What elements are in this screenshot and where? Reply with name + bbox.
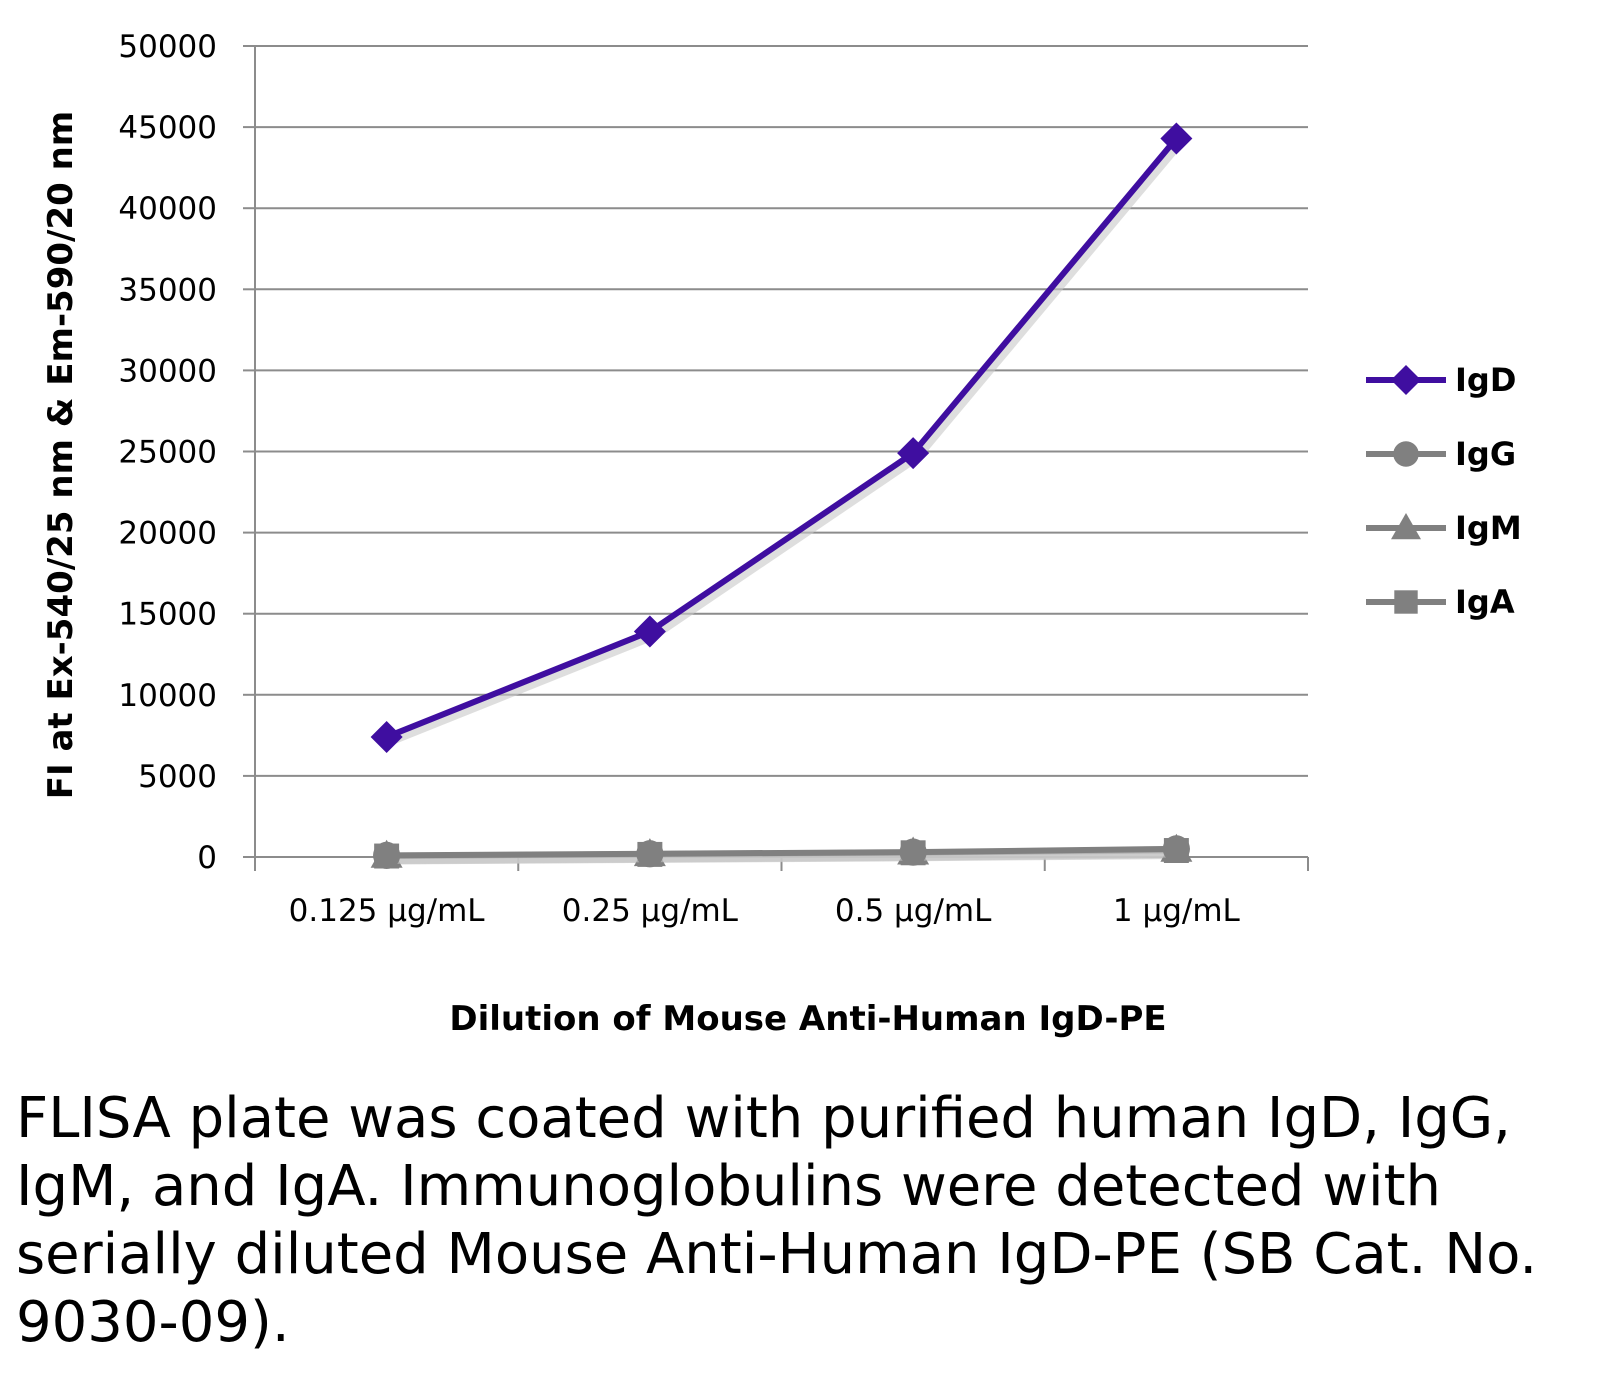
legend-label: IgD <box>1455 361 1516 399</box>
legend-item-iga: IgA <box>1366 583 1515 621</box>
x-axis-title: Dilution of Mouse Anti-Human IgD-PE <box>449 999 1166 1039</box>
legend-item-igd: IgD <box>1366 361 1516 399</box>
y-tick-label: 35000 <box>118 272 217 308</box>
marker-diamond <box>370 720 403 753</box>
y-tick-label: 20000 <box>118 516 217 552</box>
legend-label: IgA <box>1455 583 1515 621</box>
series-igg <box>373 835 1190 869</box>
legend-label: IgG <box>1455 435 1516 473</box>
marker-diamond <box>897 437 930 470</box>
marker-diamond <box>633 615 666 648</box>
marker-diamond <box>1391 365 1421 395</box>
y-tick-label: 25000 <box>118 435 217 471</box>
y-tick-label: 40000 <box>118 191 217 227</box>
marker-triangle <box>1391 513 1421 540</box>
marker-circle <box>1393 441 1419 467</box>
marker-circle <box>899 838 927 866</box>
legend: IgD IgG IgM IgA <box>1366 361 1522 621</box>
y-tick-label: 10000 <box>118 678 217 714</box>
figure-caption: FLISA plate was coated with purified hum… <box>16 1086 1538 1355</box>
marker-square <box>1394 590 1418 614</box>
chart: 0 5000 10000 15000 20000 25000 30000 35000 40000… <box>41 29 1522 1039</box>
series-line <box>386 845 1177 859</box>
y-tick-label: 30000 <box>118 353 217 389</box>
y-axis-title: FI at Ex-540/25 nm & Em-590/20 nm <box>41 111 81 799</box>
series-line-shadow <box>390 850 1181 864</box>
marker-diamond <box>1160 122 1193 155</box>
y-tick-label: 0 <box>197 840 217 876</box>
x-tick-label: 1 µg/mL <box>1113 893 1241 929</box>
marker-circle <box>636 840 664 868</box>
x-tick-labels: 0.125 µg/mL 0.25 µg/mL 0.5 µg/mL 1 µg/mL <box>289 893 1241 929</box>
legend-item-igg: IgG <box>1366 435 1516 473</box>
y-tick-label: 50000 <box>118 29 217 65</box>
marker-circle <box>373 841 401 869</box>
marker-circle <box>1162 835 1190 863</box>
y-tick-label: 45000 <box>118 110 217 146</box>
legend-item-igm: IgM <box>1366 509 1522 547</box>
x-tick-label: 0.5 µg/mL <box>835 893 992 929</box>
legend-label: IgM <box>1455 509 1522 547</box>
y-tick-labels: 0 5000 10000 15000 20000 25000 30000 35000 40000… <box>118 29 217 876</box>
series-line-shadow <box>389 141 1184 746</box>
gridlines <box>255 45 1308 777</box>
x-tick-label: 0.25 µg/mL <box>562 893 739 929</box>
series <box>370 122 1193 869</box>
y-tick-label: 15000 <box>118 597 217 633</box>
y-tick-label: 5000 <box>138 759 217 795</box>
x-tick-label: 0.125 µg/mL <box>289 893 486 929</box>
series-line <box>385 136 1179 740</box>
series-igd <box>370 122 1193 753</box>
